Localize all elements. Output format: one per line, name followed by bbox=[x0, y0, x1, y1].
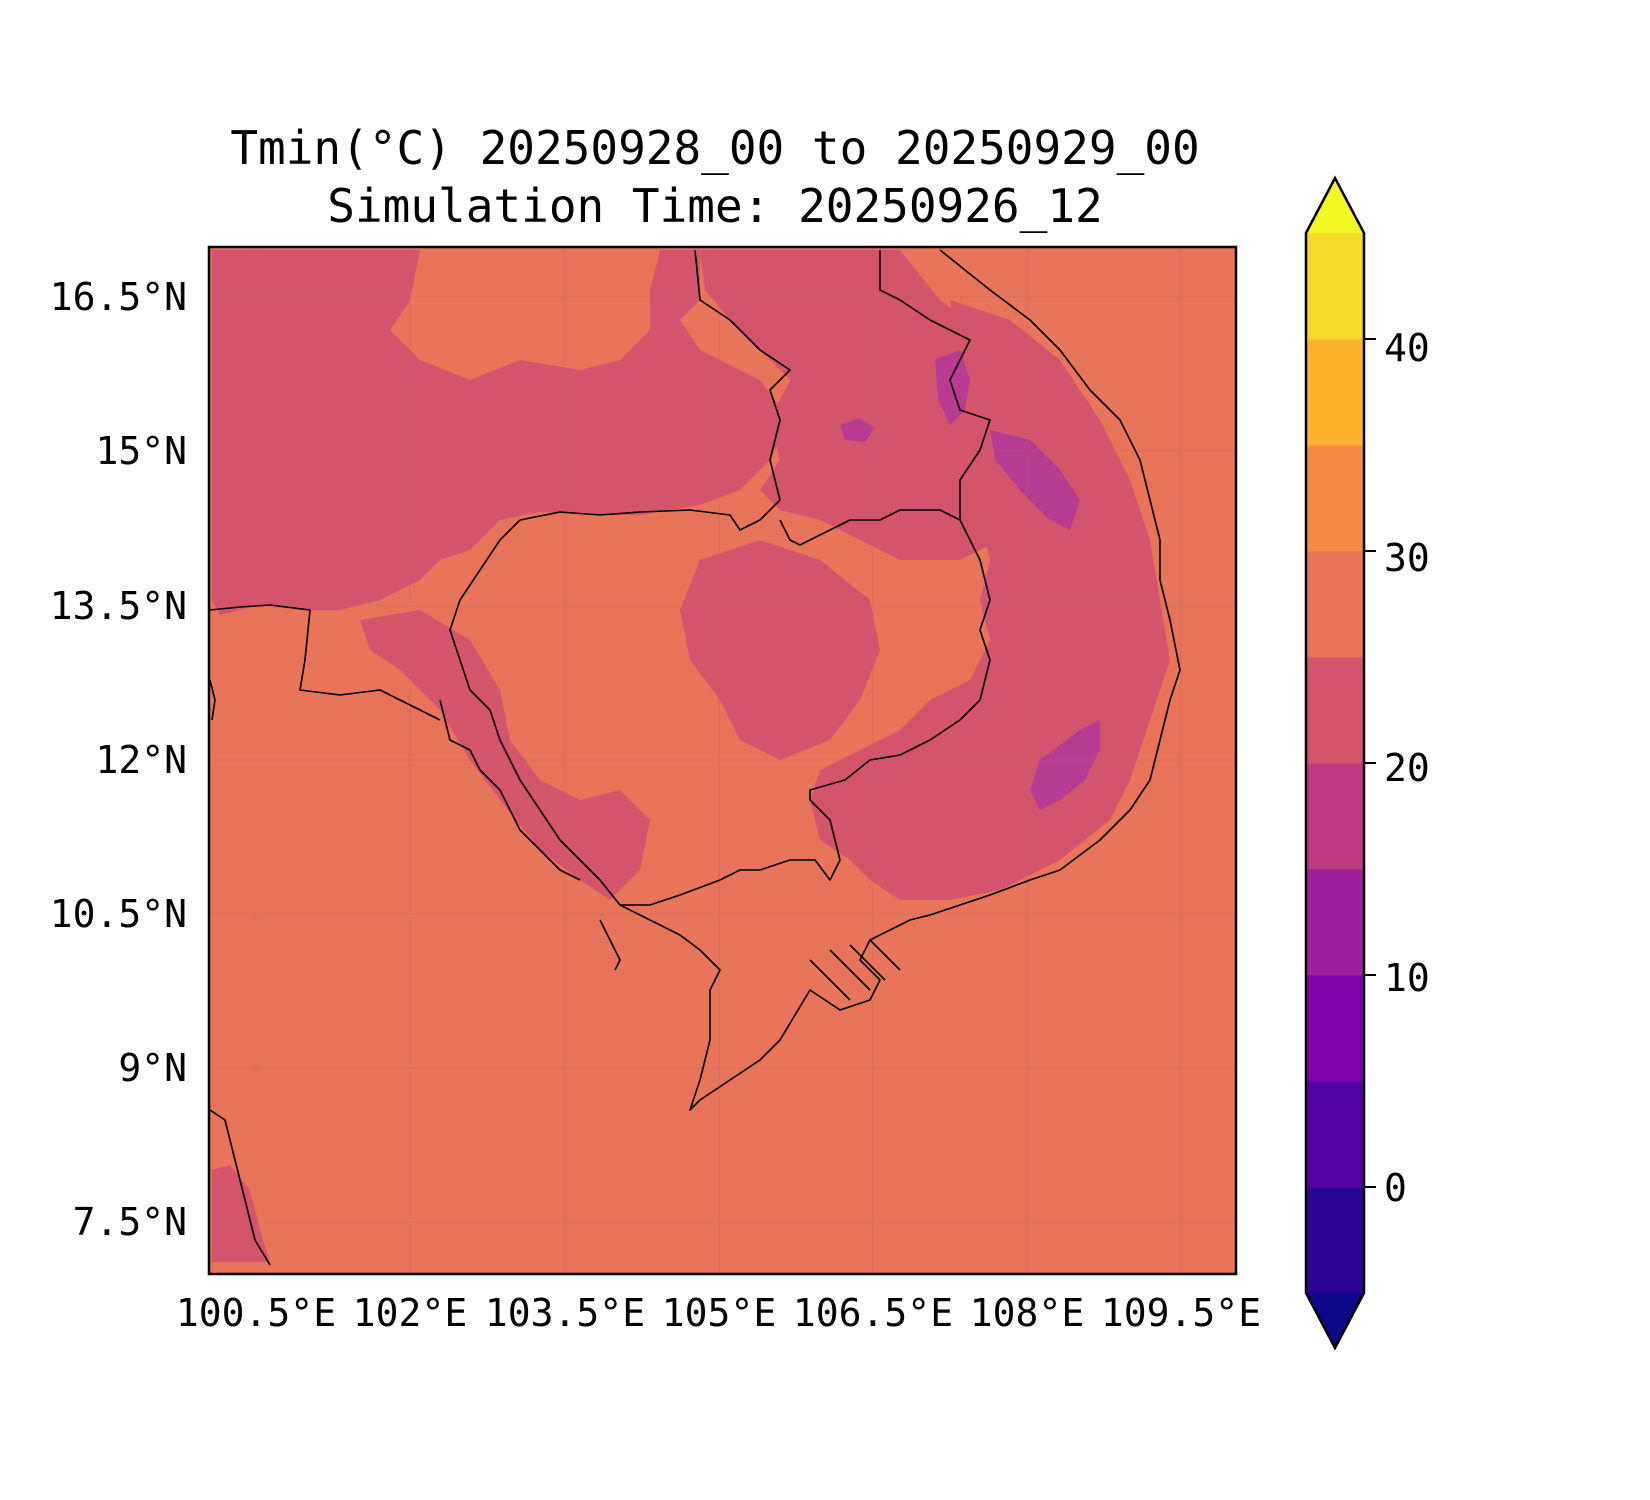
lon-label-105: 105°E bbox=[661, 1291, 777, 1335]
colorbar-segment bbox=[1306, 1081, 1364, 1188]
warm-patch-northwest bbox=[212, 250, 790, 615]
colorbar-extend-over bbox=[1306, 178, 1364, 233]
lat-label-10-5: 10.5°N bbox=[49, 892, 187, 936]
cambodia-border bbox=[449, 509, 991, 906]
lon-label-103-5: 103.5°E bbox=[484, 1291, 646, 1335]
warm-patch-southwest-cambodia bbox=[360, 610, 650, 900]
cool-patch-annamite-north bbox=[990, 430, 1080, 530]
colorbar-segment bbox=[1306, 339, 1364, 446]
colorbar-outline bbox=[1304, 175, 1366, 1351]
colorbar-segment bbox=[1306, 763, 1364, 870]
colorbar-segment bbox=[1306, 1187, 1364, 1294]
colorbar-segment bbox=[1306, 551, 1364, 658]
vietnam-coastline bbox=[619, 249, 1181, 1111]
colorbar-tick-label-0: 0 bbox=[1384, 1166, 1407, 1210]
figure-title-line1: Tmin(°C) 20250928_00 to 20250929_00 bbox=[230, 121, 1200, 175]
graticule bbox=[210, 248, 1235, 1273]
colorbar-segment bbox=[1306, 657, 1364, 764]
colorbar-tick-label-30: 30 bbox=[1384, 536, 1430, 580]
thailand-gulf-coast bbox=[209, 679, 271, 1266]
lat-label-7-5: 7.5°N bbox=[72, 1200, 187, 1244]
cool-patch-small-laos bbox=[840, 418, 875, 442]
lat-label-9: 9°N bbox=[118, 1046, 187, 1090]
colorbar-tick-label-20: 20 bbox=[1384, 746, 1430, 790]
warm-patch-cambodia-interior bbox=[680, 540, 880, 760]
colorbar-extend-under bbox=[1306, 1293, 1364, 1348]
lat-label-12: 12°N bbox=[95, 738, 187, 782]
colorbar-tick-label-40: 40 bbox=[1384, 326, 1430, 370]
figure-title-line2: Simulation Time: 20250926_12 bbox=[327, 179, 1103, 233]
laos-vietnam-border bbox=[879, 250, 991, 520]
colorbar bbox=[1304, 175, 1376, 1351]
mekong-delta-channels bbox=[809, 939, 901, 1001]
lat-label-16-5: 16.5°N bbox=[49, 275, 187, 319]
thailand-cambodia-laos-border bbox=[209, 249, 791, 721]
colorbar-tick-label-10: 10 bbox=[1384, 956, 1430, 1000]
colorbar-segment bbox=[1306, 869, 1364, 976]
lon-label-109-5: 109.5°E bbox=[1100, 1291, 1262, 1335]
colorbar-segment bbox=[1306, 445, 1364, 552]
colorbar-segment bbox=[1306, 975, 1364, 1082]
plot-frame bbox=[207, 245, 1238, 1276]
lat-label-15: 15°N bbox=[95, 429, 187, 473]
lat-label-13-5: 13.5°N bbox=[49, 584, 187, 628]
lon-label-102: 102°E bbox=[352, 1291, 468, 1335]
warm-patch-malay-coast bbox=[212, 1165, 270, 1262]
lon-label-106-5: 106.5°E bbox=[792, 1291, 954, 1335]
colorbar-segment bbox=[1306, 233, 1364, 340]
coastlines-and-borders bbox=[209, 249, 1181, 1266]
cambodia-coast-islands bbox=[439, 699, 621, 971]
cool-patch-central-highlands bbox=[1030, 720, 1100, 810]
lon-label-108: 108°E bbox=[969, 1291, 1085, 1335]
lon-label-100-5: 100.5°E bbox=[175, 1291, 337, 1335]
